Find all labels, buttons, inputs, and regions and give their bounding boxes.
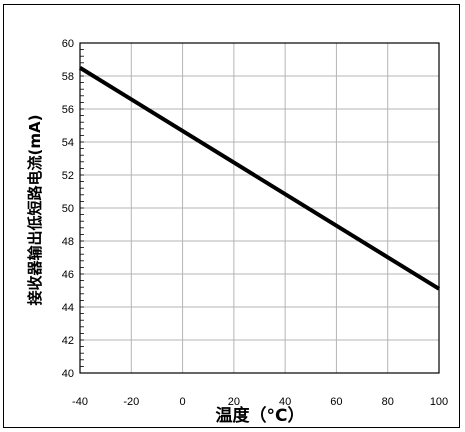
x-tick-label: -20 [123, 396, 139, 408]
x-tick-label: 20 [228, 396, 240, 408]
y-tick-label: 56 [62, 104, 74, 116]
x-tick-label: 0 [180, 396, 186, 408]
y-tick-label: 52 [62, 170, 74, 182]
y-tick-label: 54 [62, 137, 74, 149]
y-tick-label: 40 [62, 368, 74, 380]
grid-lines [80, 43, 439, 373]
y-axis-title: 接收器输出低短路电流(mA) [26, 115, 44, 306]
x-tick-labels: -40 -20 0 20 40 60 80 100 [72, 396, 448, 408]
chart-frame [3, 4, 460, 428]
series-line [78, 66, 441, 291]
x-tick-label: 80 [382, 396, 394, 408]
series-layer [78, 66, 441, 291]
y-tick-labels: 40 42 44 46 48 50 52 54 56 58 60 [62, 38, 74, 380]
x-tick-label: 100 [430, 396, 448, 408]
y-tick-label: 42 [62, 335, 74, 347]
y-tick-label: 58 [62, 71, 74, 83]
x-tick-label: 60 [330, 396, 342, 408]
y-tick-label: 50 [62, 203, 74, 215]
x-tick-label: 40 [279, 396, 291, 408]
x-axis-title: 温度（°C） [216, 405, 305, 426]
y-tick-label: 48 [62, 236, 74, 248]
y-tick-label: 46 [62, 269, 74, 281]
y-tick-label: 44 [62, 302, 74, 314]
x-tick-label: -40 [72, 396, 88, 408]
y-minor-ticks [80, 42, 84, 374]
y-tick-label: 60 [62, 38, 74, 50]
